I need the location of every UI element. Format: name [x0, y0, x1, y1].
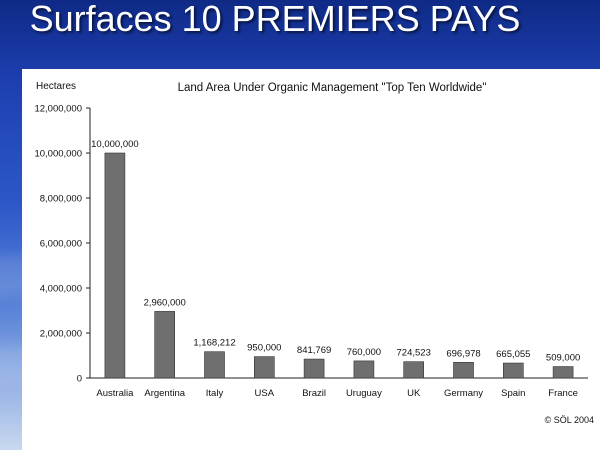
data-label: 509,000 [546, 353, 580, 364]
x-tick-label: Italy [206, 388, 224, 399]
y-tick-label: 10,000,000 [34, 149, 82, 160]
data-label: 2,960,000 [144, 297, 186, 308]
y-tick-label: 6,000,000 [40, 239, 82, 250]
copyright-note: © SÖL 2004 [545, 415, 594, 425]
data-label: 696,978 [446, 348, 480, 359]
bar [453, 362, 474, 379]
data-label: 950,000 [247, 343, 281, 354]
x-tick-label: France [548, 388, 578, 399]
data-label: 665,055 [496, 349, 530, 360]
x-tick-label: Argentina [144, 388, 185, 399]
data-label: 10,000,000 [91, 139, 139, 150]
y-tick-label: 0 [77, 374, 82, 385]
x-tick-label: Brazil [302, 388, 326, 399]
bar [353, 360, 375, 379]
bar [204, 351, 225, 379]
y-tick-label: 2,000,000 [40, 329, 82, 340]
y-tick-label: 4,000,000 [40, 284, 82, 295]
chart-title: Land Area Under Organic Management "Top … [178, 82, 487, 94]
x-tick-label: USA [255, 388, 275, 399]
x-tick-label: UK [407, 388, 421, 399]
bar [104, 152, 126, 379]
y-axis-label: Hectares [36, 81, 76, 92]
y-tick-label: 12,000,000 [34, 104, 82, 115]
slide-title: Surfaces 10 PREMIERS PAYS [29, 0, 521, 39]
data-label: 841,769 [297, 345, 331, 356]
bar [154, 311, 175, 379]
x-tick-label: Germany [444, 388, 483, 399]
bar [254, 356, 275, 379]
data-label: 760,000 [347, 347, 381, 358]
bar [552, 366, 574, 379]
bar-chart: Hectares Land Area Under Organic Managem… [34, 81, 594, 425]
data-label: 1,168,212 [193, 338, 235, 349]
data-label: 724,523 [397, 348, 431, 359]
x-tick-label: Uruguay [346, 388, 382, 399]
bar [403, 361, 425, 379]
x-tick-label: Australia [96, 388, 134, 399]
x-tick-label: Spain [501, 388, 525, 399]
bar [303, 358, 325, 379]
y-tick-label: 8,000,000 [40, 194, 82, 205]
chart-panel: Hectares Land Area Under Organic Managem… [22, 69, 600, 450]
bar [502, 362, 524, 379]
